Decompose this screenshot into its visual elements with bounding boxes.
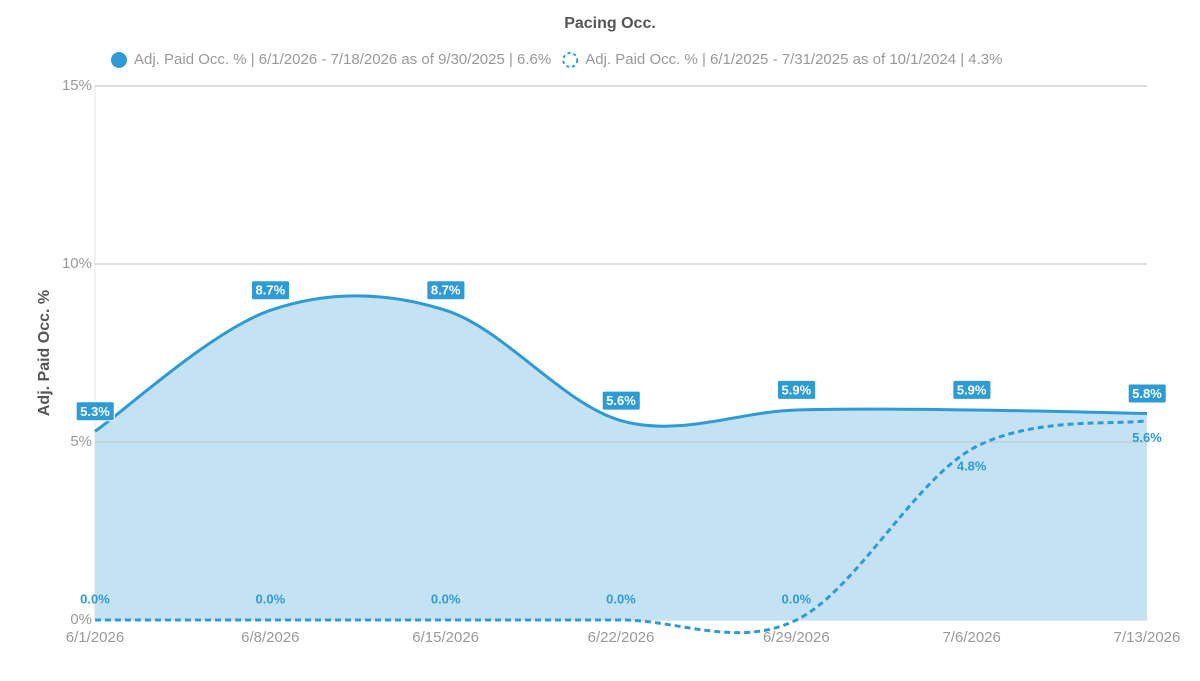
series-line: [95, 419, 1148, 635]
data-label-text: 0.0%: [80, 591, 110, 606]
data-label-text: 5.6%: [606, 393, 636, 408]
data-label: 5.8%: [1127, 383, 1167, 404]
data-label: 5.9%: [952, 379, 992, 400]
data-label-text: 4.8%: [957, 459, 987, 474]
data-label-text: 8.7%: [431, 283, 461, 298]
data-label-text: 8.7%: [256, 283, 286, 298]
legend: Adj. Paid Occ. % | 6/1/2026 - 7/18/2026 …: [111, 51, 1002, 68]
data-label-box: [952, 379, 992, 400]
chart-title: Pacing Occ.: [564, 15, 656, 32]
y-tick-label: 10%: [62, 255, 92, 272]
data-label: 5.9%: [777, 379, 817, 400]
legend-label: Adj. Paid Occ. % | 6/1/2025 - 7/31/2025 …: [585, 51, 1002, 68]
data-label-text: 5.9%: [782, 382, 812, 397]
data-label-box: [75, 401, 115, 422]
data-label-box: [1127, 383, 1167, 404]
x-tick-label: 6/1/2026: [66, 629, 124, 646]
data-label-text: 5.8%: [1132, 386, 1162, 401]
data-label-text: 5.6%: [1132, 430, 1162, 445]
y-axis-label: Adj. Paid Occ. %: [36, 290, 53, 416]
series-area: [95, 295, 1147, 620]
x-tick-label: 6/29/2026: [763, 629, 830, 646]
data-label-box: [251, 280, 291, 301]
y-tick-label: 15%: [62, 77, 92, 94]
x-tick-label: 6/15/2026: [412, 629, 479, 646]
data-label: 5.6%: [601, 390, 641, 411]
series-line: [94, 294, 1148, 433]
data-label-text: 0.0%: [431, 591, 461, 606]
x-tick-label: 7/13/2026: [1114, 629, 1181, 646]
data-label-box: [601, 390, 641, 411]
legend-label: Adj. Paid Occ. % | 6/1/2026 - 7/18/2026 …: [134, 51, 551, 68]
data-label-box: [426, 280, 466, 301]
data-label-text: 5.9%: [957, 382, 987, 397]
data-label-text: 5.3%: [80, 404, 110, 419]
x-tick-label: 6/8/2026: [241, 629, 299, 646]
plot-area: 5.3% 8.7% 8.7% 5.6% 5.9% 5.9% 5.8% 0.0% 0.0% 0.0%…: [75, 85, 1167, 635]
x-tick-label: 6/22/2026: [588, 629, 655, 646]
y-tick-label: 5%: [70, 433, 92, 450]
data-label: 5.3%: [75, 401, 115, 422]
x-tick-label: 7/6/2026: [942, 629, 1000, 646]
data-label-text: 0.0%: [606, 591, 636, 606]
y-tick-label: 0%: [70, 611, 92, 628]
data-label-text: 0.0%: [256, 591, 286, 606]
data-label: 8.7%: [251, 280, 291, 301]
legend-marker: [562, 52, 579, 68]
data-label: 8.7%: [426, 280, 466, 301]
data-label-box: [777, 379, 817, 400]
legend-marker: [111, 52, 127, 68]
data-label-text: 0.0%: [782, 591, 812, 606]
